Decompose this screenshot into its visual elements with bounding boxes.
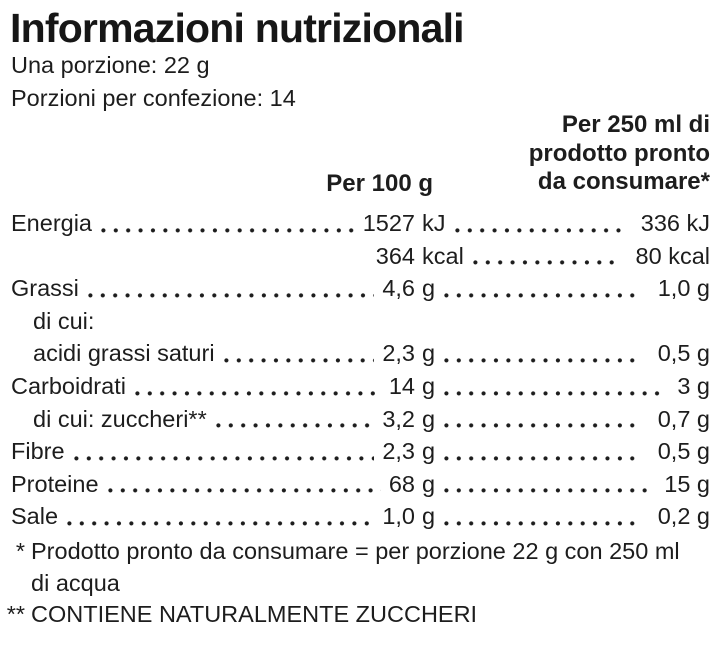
footnote-prepared-product: * Prodotto pronto da consumare = per por… xyxy=(0,536,706,599)
footnote-text: CONTIENE NATURALMENTE ZUCCHERI xyxy=(31,599,477,631)
value-per-100g-unit: g xyxy=(422,372,436,399)
value-per-100g-number: 14 xyxy=(388,372,415,399)
dot-leader xyxy=(87,292,375,298)
value-per-250ml: 0,5 g xyxy=(657,438,710,465)
value-per-250ml: 336 kJ xyxy=(640,210,710,236)
value-per-100g-number: 4,6 xyxy=(382,275,415,302)
value-per-100g-number: 3,2 xyxy=(382,405,415,432)
value-per-100g-unit: g xyxy=(422,405,436,432)
serving-info: Una porzione: 22 g Porzioni per confezio… xyxy=(11,49,296,116)
row-energia-kj: Energia 1527 kJ 336 kJ xyxy=(0,207,720,240)
footnote-text: Prodotto pronto da consumare = per porzi… xyxy=(31,536,680,599)
footnote-marker: ** xyxy=(6,601,25,627)
footnote-marker: * xyxy=(15,538,25,564)
value-per-100g-number: 2,3 xyxy=(382,340,415,367)
servings-per-pack-line: Porzioni per confezione: 14 xyxy=(11,85,296,112)
row-carboidrati: Carboidrati 14 g 3 g xyxy=(0,370,720,403)
dot-leader xyxy=(215,423,375,429)
footnote-line: CONTIENE NATURALMENTE ZUCCHERI xyxy=(31,601,478,627)
value-per-250ml: 3 g xyxy=(677,372,710,399)
row-zuccheri: di cui: zuccheri** 3,2 g 0,7 g xyxy=(0,403,720,436)
nutrient-label: di cui: zuccheri** xyxy=(33,405,207,432)
footnote-line: Prodotto pronto da consumare = per porzi… xyxy=(31,538,680,564)
row-energia-kcal: 364 kcal 80 kcal xyxy=(0,240,720,273)
value-per-250ml: 1,0 g xyxy=(657,275,710,302)
dot-leader xyxy=(472,260,620,266)
dot-leader xyxy=(73,455,375,461)
value-per-100g-unit: g xyxy=(422,438,436,465)
value-per-250ml: 0,5 g xyxy=(657,340,710,367)
spacer xyxy=(9,260,368,265)
value-per-250ml: 0,7 g xyxy=(657,405,710,432)
dot-leader xyxy=(107,488,381,494)
footnote-natural-sugars: ** CONTIENE NATURALMENTE ZUCCHERI xyxy=(0,599,706,631)
row-sale: Sale 1,0 g 0,2 g xyxy=(0,500,720,533)
column-headers: Per 100 g Per 250 ml di prodotto pronto … xyxy=(0,111,710,203)
dot-leader xyxy=(444,357,642,363)
value-per-100g-unit: g xyxy=(422,340,436,367)
row-acidi-grassi-saturi: acidi grassi saturi 2,3 g 0,5 g xyxy=(0,337,720,370)
value-per-100g-unit: g xyxy=(422,470,436,497)
value-per-100g-unit: kJ xyxy=(422,210,446,236)
dot-leader xyxy=(101,227,355,233)
nutrient-label: di cui: xyxy=(33,307,95,334)
value-per-250ml: 15 g xyxy=(664,470,710,497)
row-di-cui: di cui: xyxy=(0,305,720,338)
dot-leader xyxy=(444,423,642,429)
dot-leader xyxy=(444,488,649,494)
column-header-per-250ml: Per 250 ml di prodotto pronto da consuma… xyxy=(529,111,710,197)
dot-leader xyxy=(67,520,375,526)
serving-size-line: Una porzione: 22 g xyxy=(11,52,210,78)
row-grassi: Grassi 4,6 g 1,0 g xyxy=(0,272,720,305)
nutrient-label: Proteine xyxy=(11,470,99,497)
row-fibre: Fibre 2,3 g 0,5 g xyxy=(0,435,720,468)
dot-leader xyxy=(454,227,625,233)
value-per-100g-number: 1527 xyxy=(362,210,415,236)
value-per-100g-unit: g xyxy=(422,503,436,530)
dot-leader xyxy=(134,390,381,396)
value-per-100g-number: 1,0 xyxy=(382,503,415,530)
column-header-per-100g: Per 100 g xyxy=(326,170,433,197)
dot-leader xyxy=(444,455,642,461)
value-per-100g-number: 68 xyxy=(388,470,415,497)
nutrient-label: Energia xyxy=(11,210,92,236)
column-header-per-250ml-line1: Per 250 ml di xyxy=(561,111,710,138)
footnotes: * Prodotto pronto da consumare = per por… xyxy=(0,536,706,631)
dot-leader xyxy=(444,390,662,396)
page-title: Informazioni nutrizionali xyxy=(10,5,465,51)
value-per-100g-unit: kcal xyxy=(422,242,464,269)
nutrient-label: Grassi xyxy=(11,275,79,302)
row-proteine: Proteine 68 g 15 g xyxy=(0,468,720,501)
column-header-per-250ml-line3: da consumare* xyxy=(537,168,710,195)
nutrient-label: Fibre xyxy=(11,438,65,465)
value-per-100g-unit: g xyxy=(422,275,436,302)
dot-leader xyxy=(444,520,642,526)
value-per-250ml: 0,2 g xyxy=(657,503,710,530)
nutrient-label: acidi grassi saturi xyxy=(33,340,215,367)
dot-leader xyxy=(444,292,642,298)
value-per-100g-number: 364 xyxy=(375,242,415,269)
nutrient-label: Sale xyxy=(11,503,59,530)
footnote-line: di acqua xyxy=(31,569,120,596)
nutrient-label: Carboidrati xyxy=(11,372,126,399)
dot-leader xyxy=(223,357,375,363)
value-per-100g-number: 2,3 xyxy=(382,438,415,465)
value-per-250ml: 80 kcal xyxy=(635,242,710,269)
nutrient-table: Energia 1527 kJ 336 kJ 364 kcal 80 kcal … xyxy=(0,207,720,533)
column-header-per-250ml-line2: prodotto pronto xyxy=(528,139,710,167)
